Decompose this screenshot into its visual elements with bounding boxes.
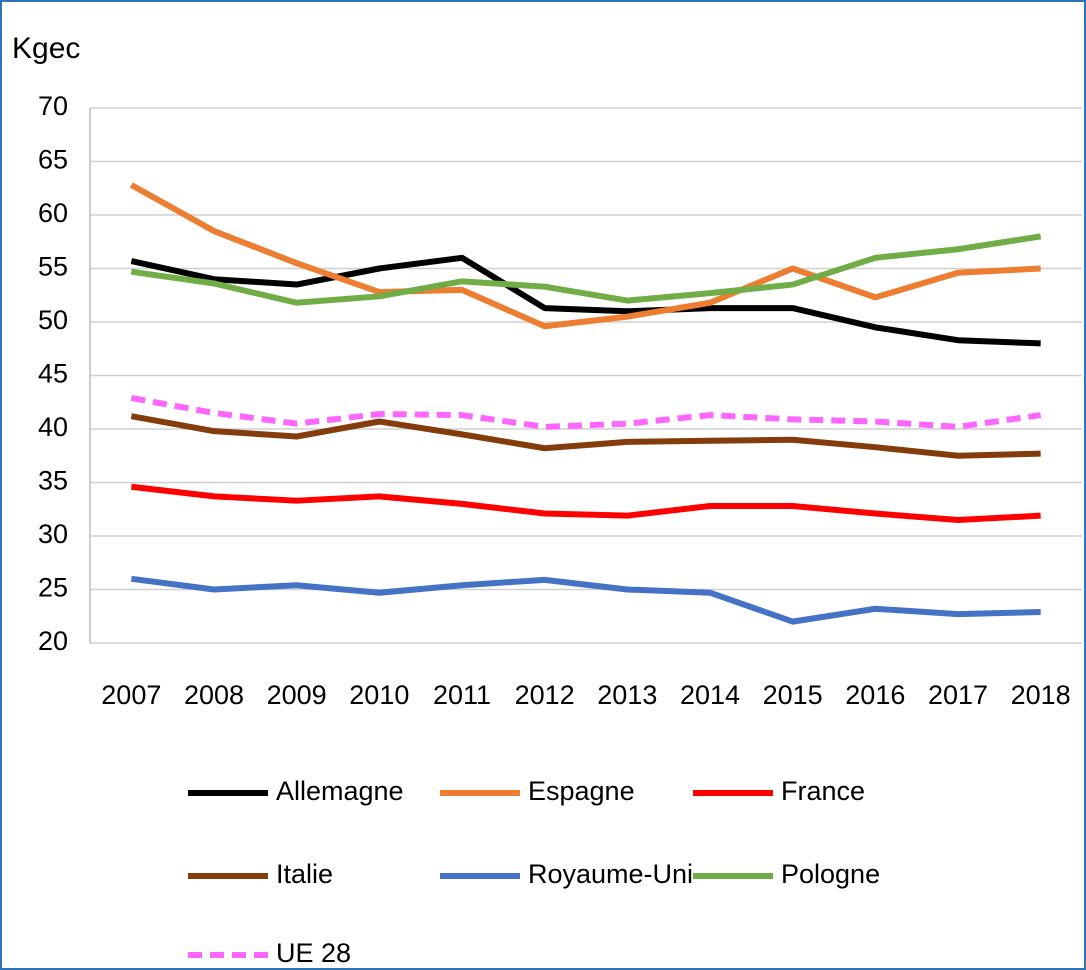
x-tick-label: 2012 (515, 680, 575, 710)
legend-label: Pologne (781, 859, 880, 889)
x-tick-label: 2009 (267, 680, 327, 710)
y-tick-label: 45 (38, 359, 68, 389)
legend-label: Allemagne (276, 776, 404, 806)
legend-label: UE 28 (276, 938, 351, 968)
y-tick-label: 25 (38, 573, 68, 603)
y-axis-label: Kgec (12, 32, 80, 65)
series-line (130, 395, 1042, 430)
legend-label: Royaume-Uni (528, 859, 693, 889)
x-tick-label: 2014 (680, 680, 740, 710)
x-tick-label: 2013 (597, 680, 657, 710)
y-tick-label: 20 (38, 626, 68, 656)
y-tick-label: 40 (38, 412, 68, 442)
x-tick-label: 2016 (845, 680, 905, 710)
y-tick-label: 35 (38, 466, 68, 496)
x-tick-label: 2015 (763, 680, 823, 710)
x-tick-label: 2017 (928, 680, 988, 710)
series-line (129, 182, 1041, 330)
series-line (130, 254, 1041, 347)
series-line (130, 413, 1041, 459)
legend-label: Espagne (528, 776, 635, 806)
y-tick-label: 70 (38, 91, 68, 121)
legend-label: France (781, 776, 865, 806)
x-tick-label: 2008 (184, 680, 244, 710)
legend-label: Italie (276, 859, 333, 889)
y-tick-label: 30 (38, 519, 68, 549)
y-tick-label: 65 (38, 145, 68, 175)
x-tick-label: 2007 (101, 680, 161, 710)
y-tick-label: 50 (38, 305, 68, 335)
series-line (130, 233, 1042, 306)
series-line (130, 483, 1041, 523)
x-tick-label: 2011 (433, 680, 491, 710)
series-line (130, 575, 1041, 625)
x-tick-label: 2010 (349, 680, 409, 710)
x-tick-label: 2018 (1011, 680, 1071, 710)
y-tick-label: 55 (38, 252, 68, 282)
y-tick-label: 60 (38, 198, 68, 228)
